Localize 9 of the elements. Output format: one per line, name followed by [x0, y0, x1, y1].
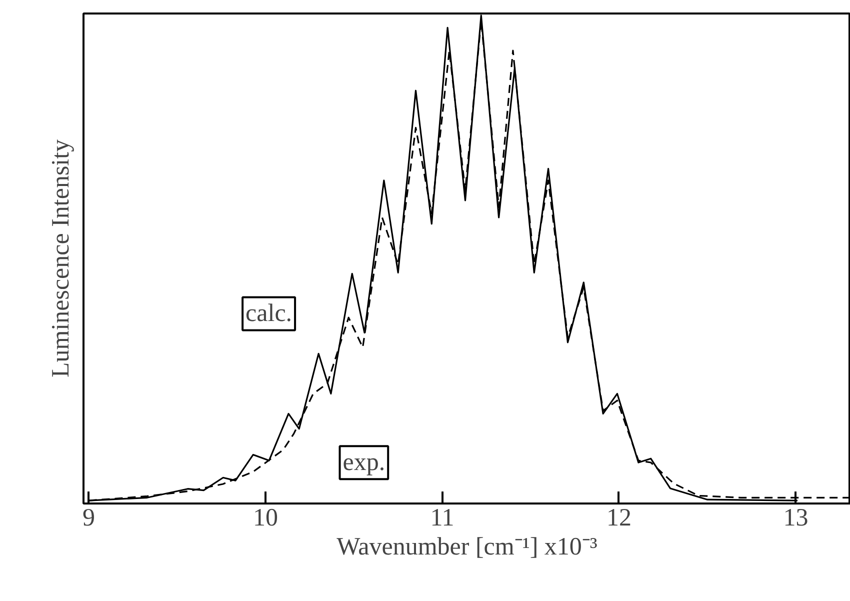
y-axis-title: Luminescence Intensity	[48, 138, 74, 378]
x-axis-title: Wavenumber [cm⁻¹] x10⁻³	[336, 534, 598, 560]
annotation: exp.	[342, 449, 386, 476]
x-tick-label: 11	[430, 504, 454, 532]
x-tick-label: 12	[606, 504, 632, 532]
x-tick-label: 9	[82, 504, 96, 532]
x-tick-label: 13	[783, 504, 808, 532]
x-tick-label: 10	[253, 504, 278, 532]
annotation: calc.	[246, 300, 292, 328]
